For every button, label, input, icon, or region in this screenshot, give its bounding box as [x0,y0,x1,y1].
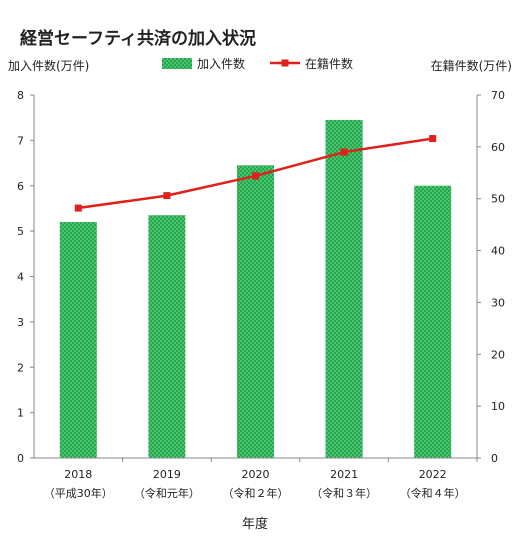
right-tick-label: 70 [491,89,505,102]
legend-swatch-bar [162,58,192,69]
left-axis-label: 加入件数(万件) [8,58,89,73]
x-tick-label-2019: 2019 [153,468,181,481]
bar-2021 [325,119,363,459]
right-tick-label: 10 [491,400,505,413]
x-sublabel-2020: （令和２年） [223,486,289,500]
legend-swatch-marker [281,59,289,67]
x-sublabel-2019: （令和元年） [134,486,200,500]
right-axis-label: 在籍件数(万件) [431,58,512,73]
right-tick-label: 60 [491,141,505,154]
left-tick-label: 5 [17,225,24,238]
x-tick-label-2022: 2022 [419,468,447,481]
right-tick-label: 50 [491,193,505,206]
left-tick-label: 8 [17,89,24,102]
legend-label-line: 在籍件数 [305,56,353,71]
left-tick-label: 2 [17,361,24,374]
plot-area: 0 1 2 3 4 5 6 7 8 0 10 20 30 40 50 60 70 2018 （平成30年） 2019 （… [17,89,505,500]
left-tick-label: 7 [17,134,24,147]
line-point-2022 [429,135,437,143]
x-tick-label-2018: 2018 [64,468,92,481]
legend-label-bar: 加入件数 [197,56,245,71]
bar-2020 [237,165,274,459]
line-point-2021 [340,148,348,156]
x-sublabel-2021: （令和３年） [311,486,377,500]
right-tick-label: 20 [491,348,505,361]
line-point-2018 [74,204,82,212]
x-tick-label-2020: 2020 [242,468,270,481]
bar-2019 [148,215,186,458]
x-sublabel-2022: （令和４年） [400,486,466,500]
bar-2018 [59,222,97,458]
left-tick-label: 1 [17,407,24,420]
right-tick-label: 0 [491,452,498,465]
line-point-2020 [252,172,259,180]
right-tick-label: 30 [491,296,505,309]
x-axis-label: 年度 [242,516,268,532]
left-tick-label: 0 [17,452,24,465]
chart-title: 経営セーフティ共済の加入状況 [20,28,256,49]
left-tick-label: 3 [17,316,24,329]
x-sublabel-2018: （平成30年） [44,486,113,500]
line-point-2019 [163,192,171,200]
left-tick-label: 4 [17,271,24,284]
legend: 加入件数 在籍件数 [162,56,353,71]
right-tick-label: 40 [491,245,505,258]
x-tick-label-2021: 2021 [330,468,358,481]
bar-2022 [414,185,452,458]
left-tick-label: 6 [17,180,24,193]
